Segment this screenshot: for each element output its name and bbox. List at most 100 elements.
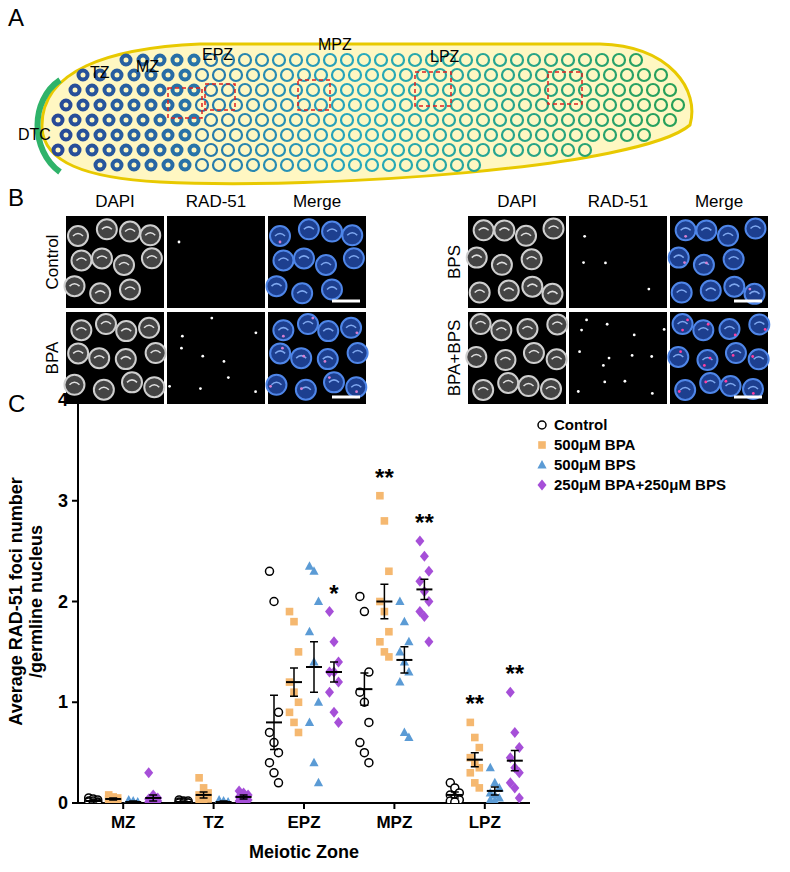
y-tick: [72, 601, 78, 603]
foci: [751, 355, 754, 358]
nucleus: [672, 99, 684, 111]
nucleus: [536, 99, 548, 111]
micrograph: [569, 216, 667, 308]
foci: [681, 329, 684, 332]
nucleus-stain: [65, 276, 85, 296]
chromatin: [275, 351, 285, 354]
chromatin: [327, 229, 337, 232]
nucleus-stain: [470, 283, 490, 303]
nucleus: [528, 84, 540, 96]
nucleus: [451, 129, 463, 141]
foci: [606, 323, 609, 326]
error-bar: [491, 787, 499, 795]
data-point: [490, 796, 499, 803]
nucleus-stain: [719, 319, 739, 339]
nucleus: [604, 99, 616, 111]
nucleus: [630, 114, 642, 126]
foci: [603, 381, 606, 384]
nucleus: [417, 69, 429, 81]
chromatin: [278, 328, 288, 331]
nucleus-stain: [718, 226, 738, 246]
panel-label: C: [8, 390, 25, 417]
data-point: [515, 792, 524, 803]
nucleus: [519, 69, 531, 81]
chromatin: [329, 380, 339, 383]
chromatin: [754, 322, 764, 325]
data-point: [404, 733, 413, 742]
micrograph: [668, 312, 769, 404]
data-point: [219, 798, 228, 803]
nucleus: [290, 114, 302, 126]
foci: [684, 235, 687, 238]
nucleus: [349, 129, 361, 141]
nucleus-stain: [466, 347, 486, 367]
nucleus: [147, 101, 156, 110]
y-axis-label: /germline nucleus: [26, 525, 46, 678]
nucleus: [596, 84, 608, 96]
nucleus: [54, 116, 63, 125]
nucleus-stain: [140, 225, 160, 245]
nucleus: [375, 114, 387, 126]
chromatin: [751, 226, 761, 229]
error-bar: [240, 795, 248, 799]
foci: [748, 288, 751, 291]
nucleus: [79, 71, 88, 80]
mean-line: [176, 801, 192, 803]
nucleus: [579, 114, 591, 126]
error-bar: [360, 673, 368, 705]
nucleus: [400, 99, 412, 111]
nucleus-stain: [669, 248, 689, 268]
nucleus-stain: [522, 277, 542, 297]
nucleus: [511, 84, 523, 96]
nucleus: [247, 69, 259, 81]
chromatin: [729, 284, 739, 287]
chromatin: [303, 322, 313, 325]
x-tick-label: TZ: [203, 813, 224, 832]
foci: [647, 288, 650, 291]
mean-line: [125, 801, 141, 803]
nucleus: [485, 129, 497, 141]
nucleus: [332, 99, 344, 111]
nucleus-stain: [495, 350, 515, 370]
nucleus: [247, 159, 259, 171]
chromatin: [478, 387, 488, 390]
nucleus: [256, 114, 268, 126]
nucleus: [264, 129, 276, 141]
nucleus-stain: [122, 372, 142, 392]
nucleus-stain: [547, 314, 567, 334]
foci: [633, 334, 636, 337]
nucleus: [519, 129, 531, 141]
nucleus: [173, 56, 182, 65]
nucleus: [256, 84, 268, 96]
gonad-diagram: DTCTZMZEPZMPZLPZ: [18, 36, 692, 184]
nucleus-stain: [746, 219, 766, 239]
zone-box: [168, 88, 202, 118]
chromatin: [351, 385, 361, 388]
chromatin: [726, 384, 736, 387]
data-point: [330, 707, 339, 718]
error-bar: [471, 753, 479, 767]
error-bar: [420, 579, 428, 599]
chromatin: [121, 357, 131, 360]
nucleus: [105, 116, 114, 125]
nucleus: [147, 131, 156, 140]
chromatin: [323, 357, 333, 360]
nucleus: [392, 54, 404, 66]
chromatin: [471, 354, 481, 357]
chromatin: [94, 356, 104, 359]
nucleus: [307, 144, 319, 156]
data-point: [506, 687, 515, 698]
nucleus: [332, 129, 344, 141]
nucleus: [417, 129, 429, 141]
nucleus: [156, 116, 165, 125]
nucleus: [315, 69, 327, 81]
nucleus-stain: [96, 314, 116, 334]
zone-label: MZ: [136, 58, 159, 75]
nucleus: [122, 86, 131, 95]
nucleus: [273, 84, 285, 96]
chromatin: [552, 322, 562, 325]
figure: ABCDTCTZMZEPZMPZLPZControlBPABPSBPA+BPSD…: [0, 0, 790, 872]
error-bar: [380, 584, 388, 618]
nucleus-stain: [120, 279, 140, 299]
chromatin: [549, 226, 559, 229]
